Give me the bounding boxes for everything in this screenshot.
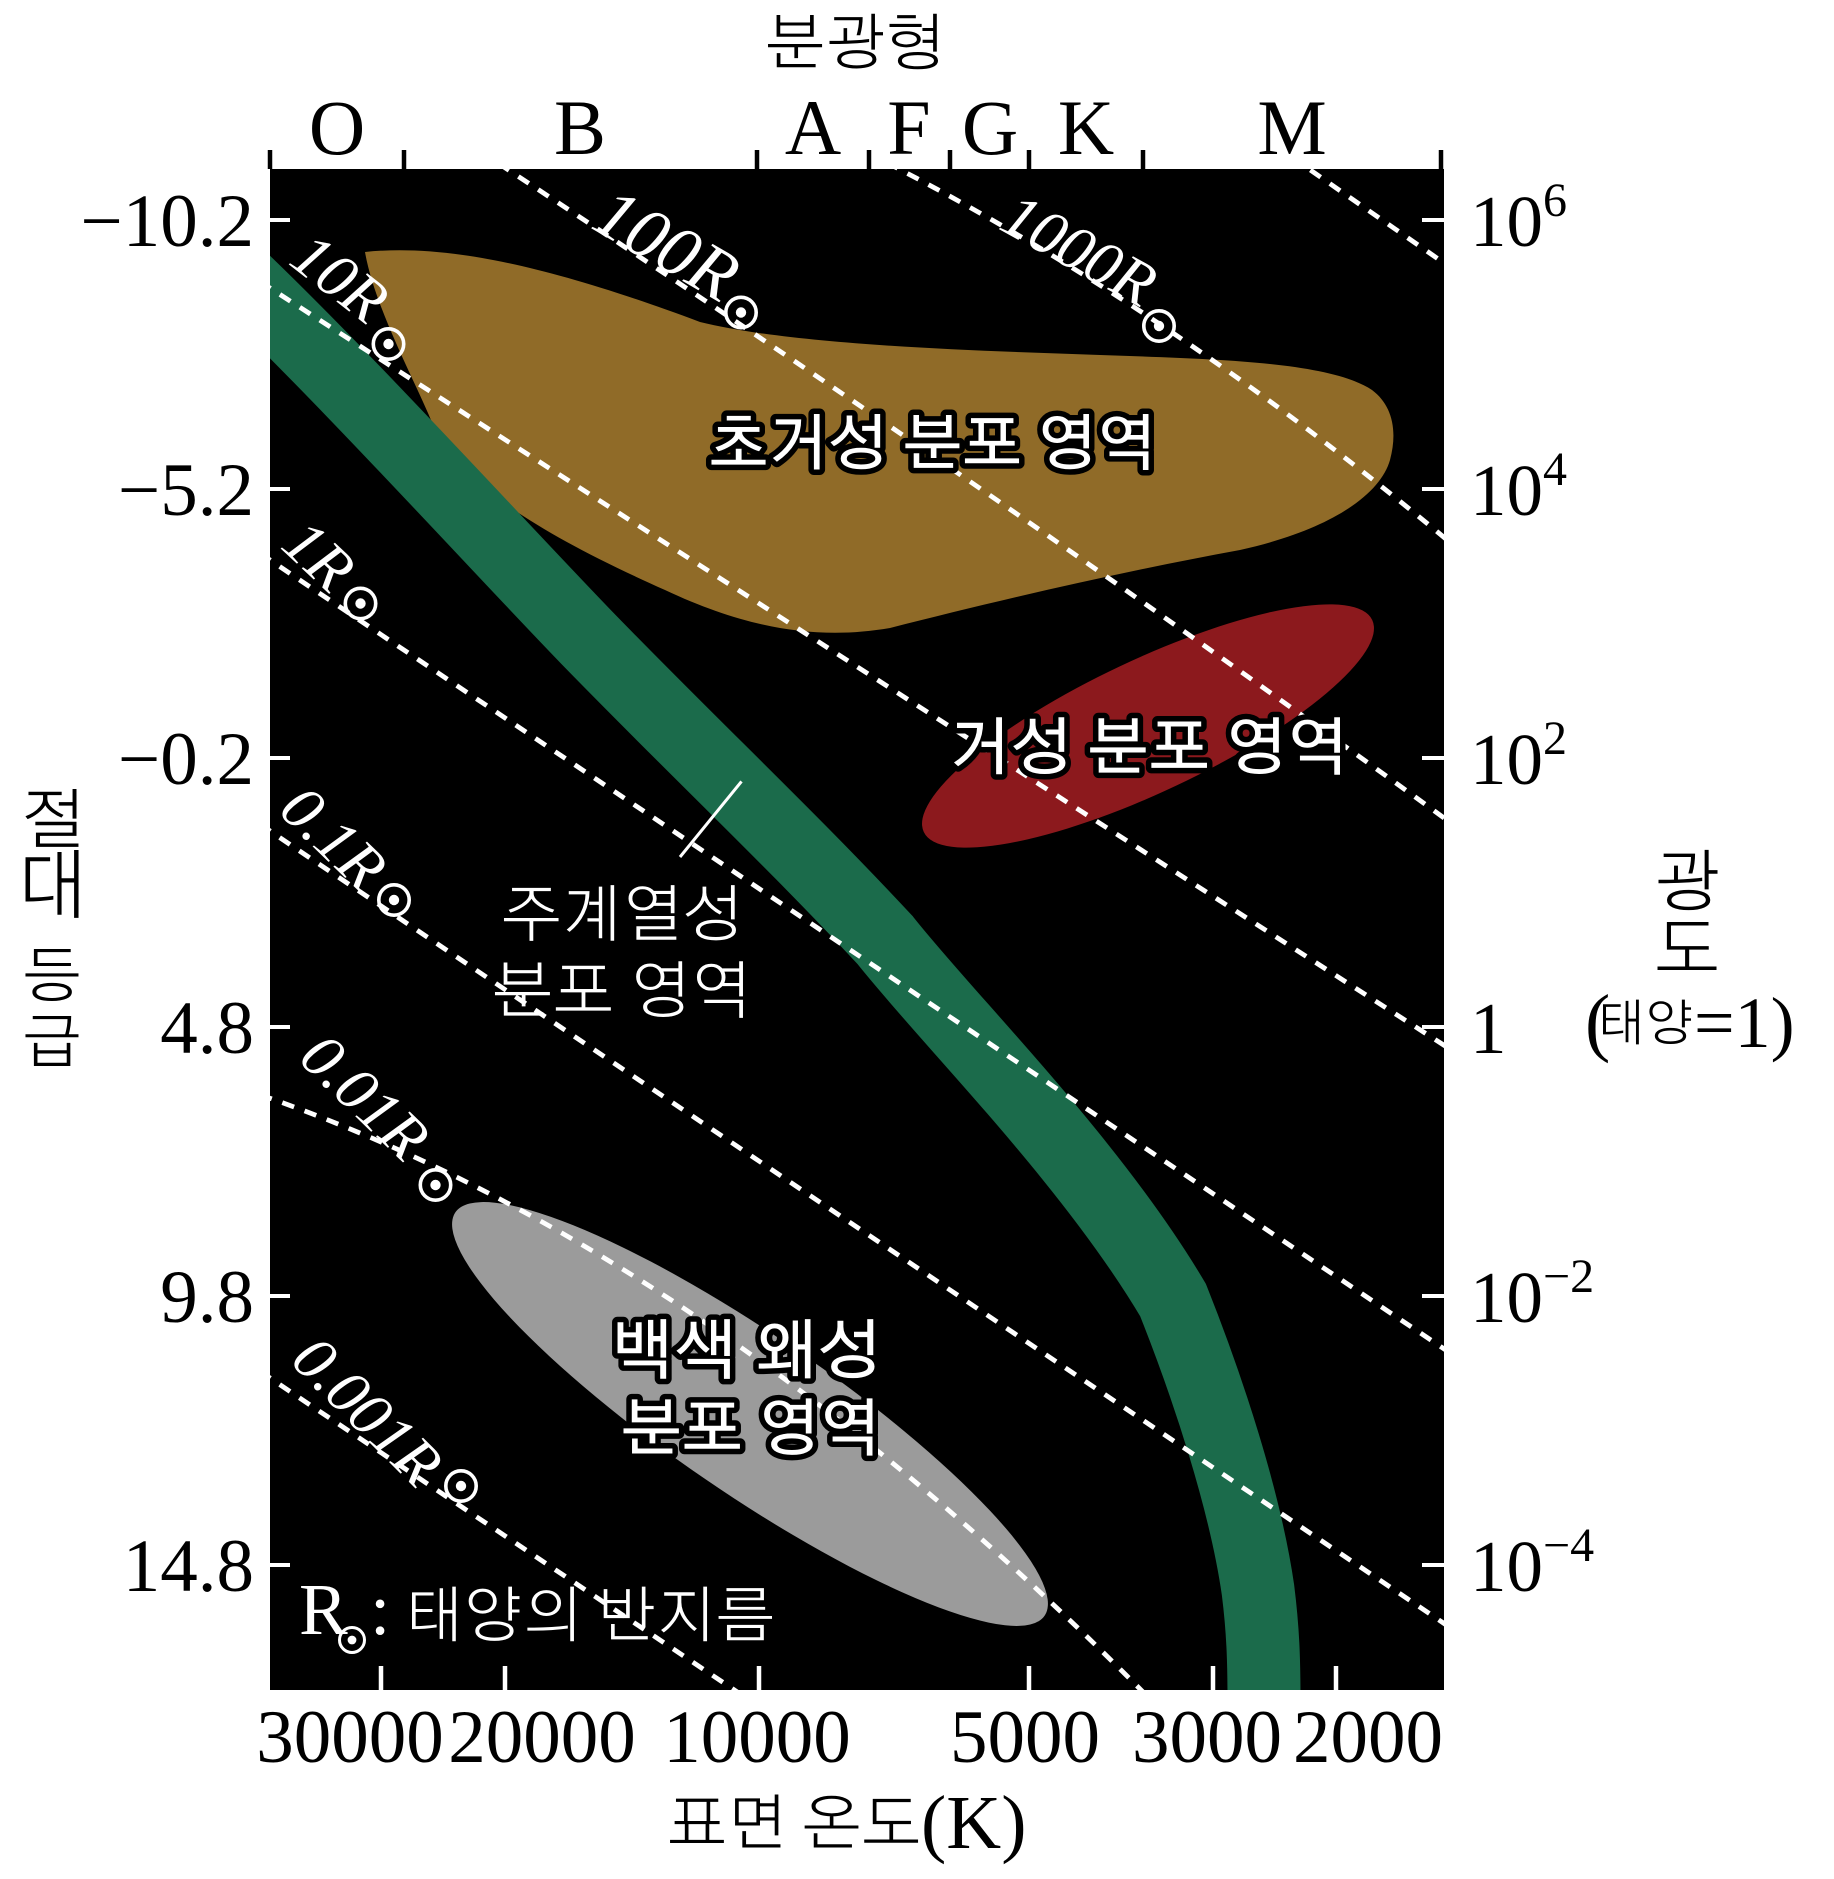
svg-text:3000: 3000 (1132, 1696, 1282, 1779)
svg-text:A: A (785, 84, 841, 171)
svg-text:F: F (887, 84, 930, 171)
svg-text:14.8: 14.8 (123, 1525, 254, 1608)
svg-text:−10.2: −10.2 (80, 180, 254, 263)
svg-text:G: G (962, 84, 1018, 171)
svg-text:1: 1 (1470, 988, 1507, 1069)
svg-text:B: B (554, 84, 606, 171)
svg-text:(: ( (1585, 980, 1610, 1064)
svg-text:−5.2: −5.2 (118, 449, 254, 532)
svg-text:20000: 20000 (448, 1696, 636, 1779)
svg-text:5000: 5000 (950, 1696, 1100, 1779)
svg-text:−0.2: −0.2 (118, 718, 254, 801)
svg-text:M: M (1257, 84, 1326, 171)
svg-text:4.8: 4.8 (160, 987, 254, 1070)
svg-text:K: K (1058, 84, 1114, 171)
svg-text:O: O (309, 84, 365, 171)
svg-text:30000: 30000 (256, 1696, 444, 1779)
svg-text:10000: 10000 (663, 1696, 851, 1779)
svg-text::: : (370, 1569, 390, 1650)
svg-text:(K): (K) (921, 1781, 1027, 1865)
svg-text:9.8: 9.8 (160, 1256, 254, 1339)
svg-text:2000: 2000 (1293, 1696, 1443, 1779)
svg-text:=1): =1) (1694, 983, 1795, 1063)
svg-text:10−4: 10−4 (1470, 1519, 1594, 1607)
